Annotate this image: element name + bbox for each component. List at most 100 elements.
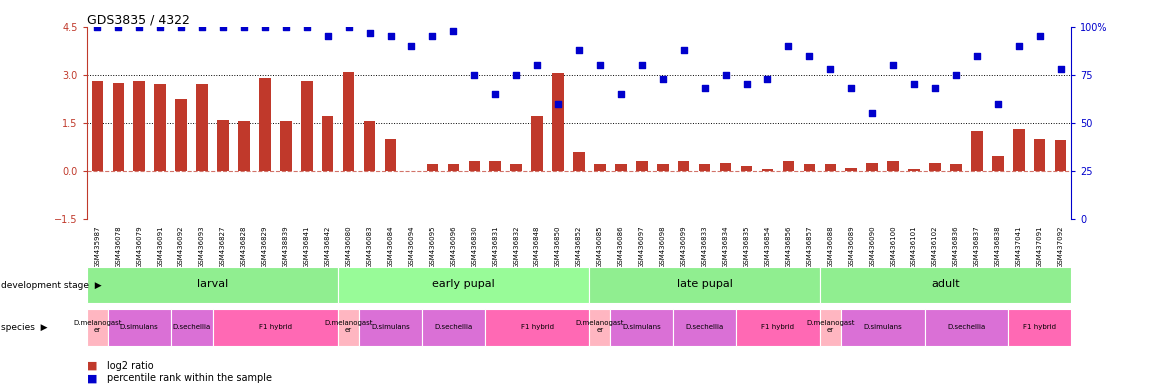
Point xyxy=(674,47,692,53)
Point xyxy=(381,33,400,40)
Bar xyxy=(677,161,689,171)
Bar xyxy=(422,309,485,346)
Point xyxy=(235,24,254,30)
Bar xyxy=(552,73,564,171)
Text: F1 hybrid: F1 hybrid xyxy=(762,324,794,329)
Text: GDS3835 / 4322: GDS3835 / 4322 xyxy=(87,14,190,27)
Bar xyxy=(929,163,940,171)
Point xyxy=(466,72,484,78)
Text: species  ▶: species ▶ xyxy=(1,323,47,332)
Point xyxy=(298,24,316,30)
Bar xyxy=(338,267,589,303)
Bar xyxy=(589,267,820,303)
Bar xyxy=(657,164,668,171)
Bar xyxy=(485,309,589,346)
Point xyxy=(528,62,547,68)
Bar xyxy=(699,164,710,171)
Point xyxy=(1010,43,1028,49)
Text: D.simulans: D.simulans xyxy=(372,324,410,329)
Bar xyxy=(762,169,774,171)
Text: D.sechellia: D.sechellia xyxy=(434,324,472,329)
Point xyxy=(863,110,881,116)
Point xyxy=(130,24,148,30)
Text: D.melanogast
er: D.melanogast er xyxy=(73,320,122,333)
Bar xyxy=(820,267,1071,303)
Point xyxy=(402,43,420,49)
Bar xyxy=(1055,141,1067,171)
Point xyxy=(653,76,672,82)
Point xyxy=(884,62,902,68)
Bar xyxy=(573,152,585,171)
Bar xyxy=(887,161,899,171)
Bar xyxy=(924,309,1009,346)
Point xyxy=(925,85,944,91)
Bar xyxy=(170,309,213,346)
Point xyxy=(842,85,860,91)
Text: F1 hybrid: F1 hybrid xyxy=(521,324,554,329)
Bar xyxy=(384,139,396,171)
Text: F1 hybrid: F1 hybrid xyxy=(1024,324,1056,329)
Point xyxy=(800,53,819,59)
Point xyxy=(423,33,441,40)
Point xyxy=(821,66,840,72)
Bar xyxy=(820,309,841,346)
Point xyxy=(444,28,462,34)
Point xyxy=(256,24,274,30)
Bar xyxy=(469,161,481,171)
Bar xyxy=(610,309,673,346)
Point xyxy=(339,24,358,30)
Text: D.melanogast
er: D.melanogast er xyxy=(324,320,373,333)
Point xyxy=(632,62,651,68)
Text: D.sechellia: D.sechellia xyxy=(686,324,724,329)
Bar xyxy=(1013,129,1025,171)
Text: D.simulans: D.simulans xyxy=(864,324,902,329)
Bar xyxy=(175,99,186,171)
Point xyxy=(738,81,756,88)
Bar xyxy=(364,121,375,171)
Text: D.melanogast
er: D.melanogast er xyxy=(806,320,855,333)
Text: adult: adult xyxy=(931,279,960,289)
Point xyxy=(214,24,233,30)
Point xyxy=(1031,33,1049,40)
Bar xyxy=(824,164,836,171)
Bar xyxy=(359,309,422,346)
Bar xyxy=(804,164,815,171)
Bar xyxy=(615,164,626,171)
Point xyxy=(904,81,923,88)
Bar xyxy=(91,81,103,171)
Bar xyxy=(736,309,820,346)
Bar xyxy=(490,161,501,171)
Bar xyxy=(589,309,610,346)
Bar xyxy=(87,309,108,346)
Text: development stage  ▶: development stage ▶ xyxy=(1,281,102,290)
Bar xyxy=(908,169,919,171)
Bar xyxy=(972,131,983,171)
Bar xyxy=(112,83,124,171)
Point xyxy=(549,101,567,107)
Bar xyxy=(1034,139,1046,171)
Bar xyxy=(259,78,271,171)
Bar xyxy=(636,161,647,171)
Point xyxy=(779,43,798,49)
Point xyxy=(318,33,337,40)
Bar xyxy=(720,163,732,171)
Point xyxy=(151,24,169,30)
Text: D.simulans: D.simulans xyxy=(623,324,661,329)
Text: D.sechellia: D.sechellia xyxy=(947,324,985,329)
Point xyxy=(109,24,127,30)
Bar xyxy=(783,161,794,171)
Point xyxy=(88,24,107,30)
Bar xyxy=(841,309,924,346)
Point xyxy=(360,30,379,36)
Text: log2 ratio: log2 ratio xyxy=(107,361,153,371)
Point xyxy=(696,85,714,91)
Point xyxy=(989,101,1007,107)
Point xyxy=(277,24,295,30)
Point xyxy=(507,72,526,78)
Bar xyxy=(280,121,292,171)
Text: ■: ■ xyxy=(87,373,97,383)
Bar xyxy=(511,164,522,171)
Bar xyxy=(532,116,543,171)
Bar xyxy=(673,309,736,346)
Bar xyxy=(154,84,166,171)
